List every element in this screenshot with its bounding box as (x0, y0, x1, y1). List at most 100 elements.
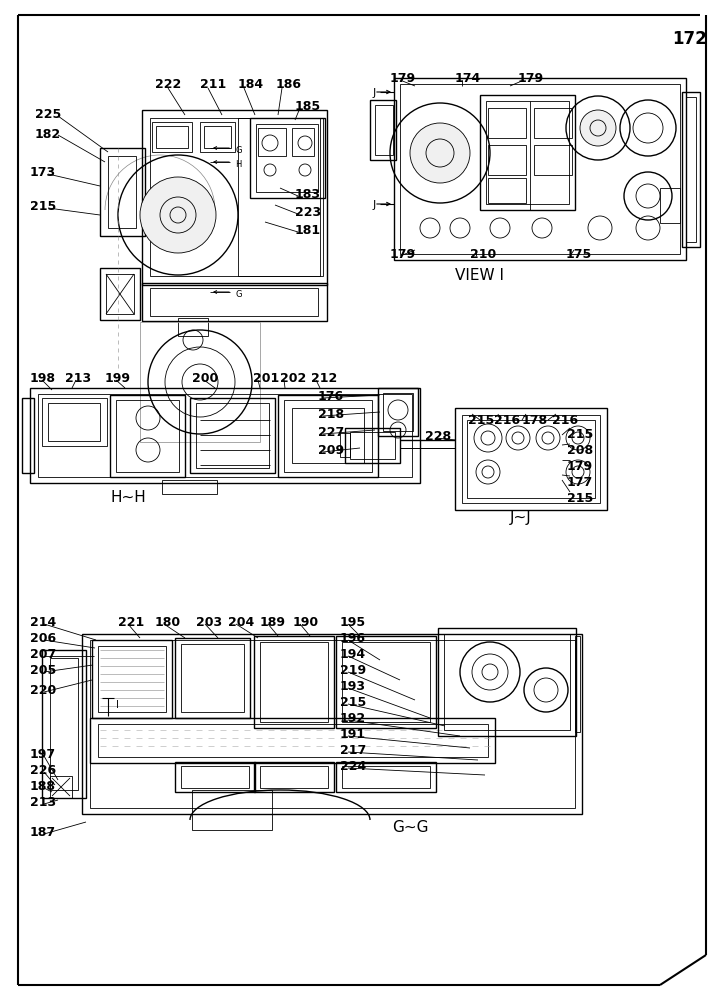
Text: 226: 226 (30, 764, 56, 777)
Bar (204, 126, 231, 148)
Text: 194: 194 (340, 648, 366, 661)
Text: 181: 181 (295, 224, 321, 237)
Bar (250, 118, 325, 198)
Text: 172: 172 (672, 30, 707, 48)
Bar (50, 776, 72, 798)
Bar (342, 766, 430, 788)
Bar (106, 274, 134, 314)
Bar (178, 318, 208, 336)
Bar (200, 122, 235, 152)
Text: H: H (235, 160, 241, 169)
Bar (254, 636, 334, 728)
Bar (192, 790, 272, 830)
Bar (350, 432, 395, 459)
Text: 198: 198 (30, 372, 56, 385)
Text: 206: 206 (30, 632, 56, 645)
Circle shape (140, 177, 216, 253)
Bar (400, 84, 680, 254)
Text: 193: 193 (340, 680, 366, 693)
Text: 218: 218 (318, 408, 344, 421)
Text: 220: 220 (30, 684, 56, 697)
Text: G: G (235, 146, 242, 155)
Text: 211: 211 (200, 78, 226, 91)
Text: 180: 180 (155, 616, 181, 629)
Bar (42, 398, 107, 446)
Text: 207: 207 (30, 648, 56, 661)
Circle shape (410, 123, 470, 183)
Text: 191: 191 (340, 728, 366, 741)
Bar (438, 628, 576, 736)
Bar (455, 408, 607, 510)
Bar (462, 415, 600, 503)
Text: 208: 208 (567, 444, 593, 457)
Bar (30, 388, 420, 483)
Bar (345, 428, 400, 463)
Text: 227: 227 (318, 426, 344, 439)
Text: 222: 222 (155, 78, 181, 91)
Bar (480, 95, 575, 210)
Bar (488, 145, 526, 175)
Text: 215: 215 (468, 414, 494, 427)
Bar (254, 762, 334, 792)
Text: 182: 182 (35, 128, 61, 141)
Text: 189: 189 (260, 616, 286, 629)
Bar (150, 288, 318, 316)
Bar (162, 480, 217, 494)
Text: 212: 212 (311, 372, 337, 385)
Text: 179: 179 (390, 72, 416, 85)
Bar (142, 283, 327, 321)
Bar (336, 762, 436, 792)
Text: 196: 196 (340, 632, 366, 645)
Bar (42, 650, 86, 798)
Text: 201: 201 (253, 372, 279, 385)
Text: 202: 202 (280, 372, 306, 385)
Bar (98, 646, 166, 712)
Bar (140, 322, 260, 442)
Bar (48, 403, 100, 441)
Bar (292, 128, 314, 156)
Text: 184: 184 (238, 78, 264, 91)
Bar (488, 178, 526, 203)
Bar (534, 108, 572, 138)
Text: 215: 215 (567, 428, 593, 441)
Text: 195: 195 (340, 616, 366, 629)
Text: 203: 203 (196, 616, 222, 629)
Text: 213: 213 (65, 372, 91, 385)
Text: I: I (116, 700, 119, 710)
Text: 209: 209 (318, 444, 344, 457)
Bar (370, 100, 396, 160)
Text: H∼H: H∼H (110, 490, 146, 505)
Text: 224: 224 (340, 760, 366, 773)
Text: 186: 186 (276, 78, 302, 91)
Bar (260, 642, 328, 722)
Bar (38, 394, 412, 477)
Bar (686, 97, 696, 242)
Bar (682, 92, 700, 247)
Bar (150, 118, 320, 276)
Text: 200: 200 (192, 372, 218, 385)
Bar (100, 268, 140, 320)
Bar (660, 188, 680, 223)
Bar (181, 644, 244, 712)
Bar (142, 110, 327, 285)
Text: 228: 228 (425, 430, 451, 443)
Text: 190: 190 (293, 616, 319, 629)
Bar (488, 108, 526, 138)
Text: 215: 215 (567, 492, 593, 505)
Bar (152, 122, 192, 152)
Bar (394, 78, 686, 260)
Bar (98, 724, 488, 757)
Bar (256, 124, 318, 192)
Bar (175, 638, 250, 718)
Text: 217: 217 (340, 744, 366, 757)
Text: 174: 174 (455, 72, 481, 85)
Bar (284, 400, 372, 472)
Text: G: G (235, 290, 242, 299)
Bar (486, 101, 569, 204)
Bar (108, 156, 136, 228)
Bar (378, 388, 418, 436)
Text: 173: 173 (30, 166, 56, 179)
Bar (383, 393, 413, 431)
Text: 188: 188 (30, 780, 56, 793)
Text: 197: 197 (30, 748, 56, 761)
